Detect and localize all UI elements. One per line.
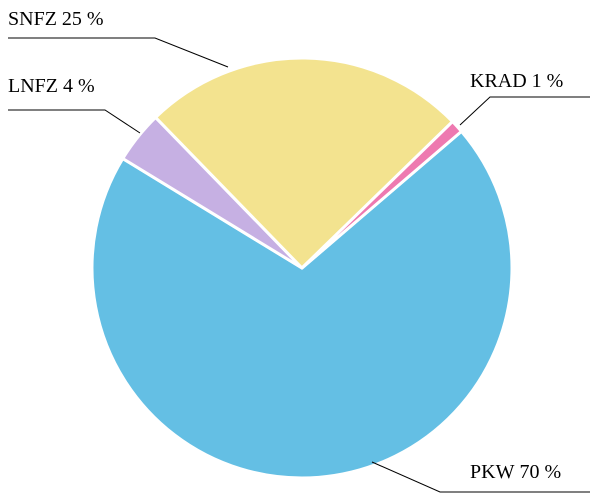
pie-slice <box>300 120 463 270</box>
leader-line <box>8 109 141 134</box>
slice-label: SNFZ 25 % <box>8 8 104 30</box>
slice-value: 70 % <box>519 461 561 483</box>
slice-value: 25 % <box>62 8 104 30</box>
leader-line <box>459 96 590 126</box>
slice-value: 4 % <box>63 75 95 97</box>
slice-label: KRAD 1 % <box>470 70 563 92</box>
leader-line <box>371 461 590 493</box>
leader-line <box>8 37 229 68</box>
slice-label: PKW 70 % <box>470 461 561 483</box>
slice-name: SNFZ <box>8 8 57 30</box>
slice-value: 1 % <box>532 70 564 92</box>
pie-slice <box>154 56 455 270</box>
slice-name: PKW <box>470 461 515 483</box>
slice-name: KRAD <box>470 70 527 92</box>
slice-name: LNFZ <box>8 75 58 97</box>
pie-slice <box>90 129 514 480</box>
slice-label: LNFZ 4 % <box>8 75 95 97</box>
